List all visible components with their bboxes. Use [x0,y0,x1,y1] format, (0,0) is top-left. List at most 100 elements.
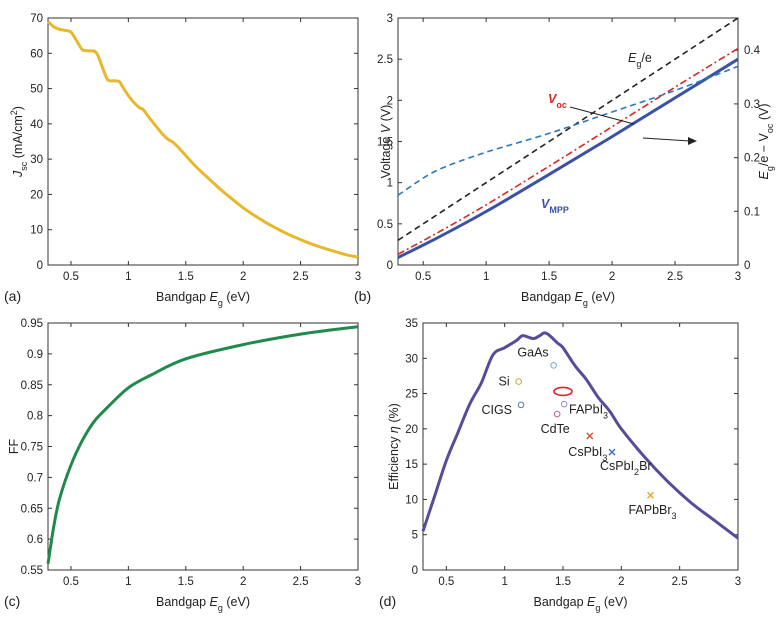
text-span: g [218,298,223,308]
text-span: J [11,170,25,178]
x-tick-label: 1 [501,576,507,588]
x-tick-label: 2.5 [672,576,688,588]
y-tick-label: 0.65 [21,503,43,515]
text-span: E [575,290,584,304]
panel-b: 0.5 1 1.5 2 2.5 300.511.522.53(b)00.10.20.30.… [354,13,761,304]
y-tick-label: 1 [387,178,393,190]
y-tick-label: 0 [412,565,418,577]
y-tick-label: 0.9 [27,349,43,361]
material-label: FAPbBr3 [628,503,676,521]
text-span: CIGS [481,403,512,417]
text-span: V [548,92,558,106]
x-tick-label: 3 [355,271,361,283]
material-point [550,362,557,369]
annotation-arrow [642,137,691,142]
text-span: /e − V [757,132,771,166]
text-span: E [757,171,771,180]
x-tick-label: 3 [355,576,361,588]
series-line-jsc [46,20,359,259]
text-span: g [218,603,223,613]
y-tick-label: 0.7 [27,472,43,484]
text-span: FAPbBr [628,503,671,517]
x-tick-label: 2 [240,271,246,283]
y-tick-label: 10 [30,225,43,237]
material-label: CsPbI2Br [600,459,652,477]
y-tick-label: 25 [405,389,418,401]
y-tick-label: 10 [405,494,418,506]
text-span: Efficiency [387,433,401,490]
x-tick-label: 2.5 [667,271,683,283]
y-tick-label: 0.75 [21,442,43,454]
material-point [647,491,654,499]
x-tick-label: 0.5 [415,271,431,283]
text-span: (V) [379,105,393,125]
y-axis-label: Jsc (mA/cm2) [9,106,29,178]
x-tick-label: 3 [735,271,741,283]
series-line-vmpp [397,57,739,259]
y-tick-label: 0 [37,260,43,272]
text-span: oc [765,123,775,133]
y-tick-label: 30 [30,154,43,166]
x-tick-label: 0.5 [63,271,79,283]
text-span: CsPbI [600,459,634,473]
y-tick-label: 1.5 [377,137,393,149]
text-span: Voltage [379,133,393,178]
y-tick-label: 60 [30,48,43,60]
series-line-ff [46,325,359,565]
x-axis-label: Bandgap Eg (eV) [521,290,615,308]
x-tick-label: 1.5 [541,271,557,283]
material-point [553,386,573,397]
text-span: E [210,595,219,609]
text-span: Si [499,375,510,389]
x-tick-label: 2 [618,576,624,588]
y-tick-label: 35 [405,318,418,330]
plot-frame [422,322,739,571]
text-span: E [587,595,596,609]
material-point [608,448,616,456]
text-span: (%) [387,403,401,426]
material-label: CdTe [541,422,570,436]
y-tick-label: 70 [30,13,43,25]
x-tick-label: 1 [125,271,131,283]
y-tick-label: 0.55 [21,565,43,577]
x-tick-label: 2 [609,271,615,283]
annotation: VMPP [541,197,569,215]
y-tick-label: 50 [30,84,43,96]
text-span: 3 [672,511,677,521]
material-point [553,410,561,418]
y2-tick-label: 0.3 [744,99,760,111]
material-point [560,400,568,408]
text-span: ) [11,106,25,110]
text-span: V [379,123,393,133]
y2-tick-label: 0 [744,260,750,272]
y-tick-label: 0.6 [27,534,43,546]
series-line-eg-e [397,17,739,241]
x-tick-label: 2.5 [293,271,309,283]
material-point [515,378,522,385]
x-axis-label: Bandgap Eg (eV) [156,595,250,613]
y-tick-label: 0.8 [27,411,43,423]
text-span: (V) [757,103,771,123]
y2-tick-label: 0.1 [744,206,760,218]
text-span: (eV) [223,595,250,609]
text-span: 2 [9,110,19,115]
text-span: 3 [602,453,607,463]
text-span: 2 [634,467,639,477]
text-span: Bandgap [521,290,575,304]
text-span: g [636,59,641,69]
panel-c: 0.5 1 1.5 2 2.5 3 0.55 0.6 0.65 0.7 0.75 0.8 0.85 0.9… [4,318,361,609]
material-point [517,401,525,409]
y-tick-label: 2.5 [377,54,393,66]
x-axis-label: Bandgap Eg (eV) [534,595,628,613]
y-tick-label: 0.95 [21,318,43,330]
y-tick-label: 20 [30,189,43,201]
text-span: E [210,290,219,304]
x-tick-label: 0.5 [438,576,454,588]
x-tick-label: 1 [125,576,131,588]
plot-frame [47,322,359,571]
text-span: GaAs [517,345,548,359]
x-tick-label: 1.5 [555,576,571,588]
